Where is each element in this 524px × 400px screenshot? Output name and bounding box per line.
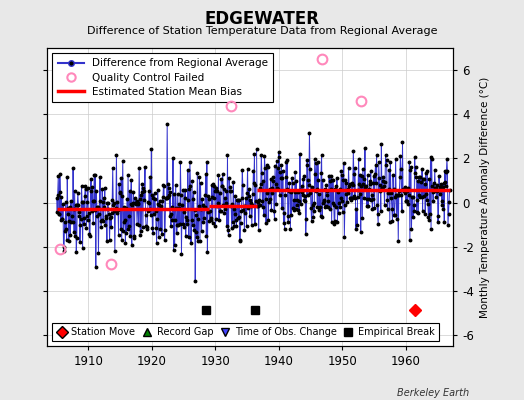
Text: Berkeley Earth: Berkeley Earth (397, 388, 469, 398)
Y-axis label: Monthly Temperature Anomaly Difference (°C): Monthly Temperature Anomaly Difference (… (479, 76, 490, 318)
Text: Difference of Station Temperature Data from Regional Average: Difference of Station Temperature Data f… (87, 26, 437, 36)
Legend: Station Move, Record Gap, Time of Obs. Change, Empirical Break: Station Move, Record Gap, Time of Obs. C… (52, 323, 439, 341)
Text: EDGEWATER: EDGEWATER (204, 10, 320, 28)
